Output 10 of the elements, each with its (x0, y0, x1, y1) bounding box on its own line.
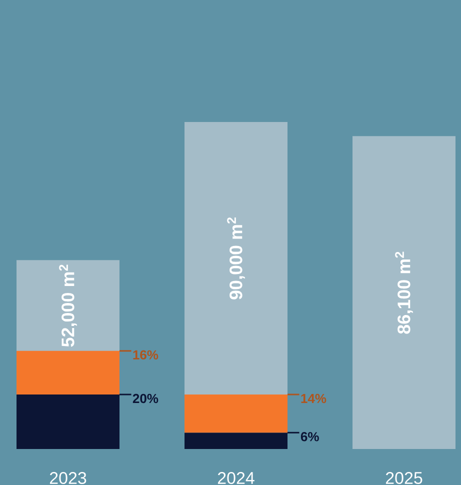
x-tick-label: 2024 (218, 472, 254, 484)
data-label: 90,000 m$^{2}$ (227, 217, 245, 300)
data-label: 52,000 m$^{2}$ (59, 264, 77, 347)
data-label: 14% (301, 394, 326, 404)
data-label: 6% (300, 432, 319, 442)
data-label: 86,100 m$^{2}$ (395, 252, 413, 334)
data-label: 20% (132, 394, 158, 404)
data-label: 16% (133, 350, 158, 360)
x-tick-label: 2023 (50, 472, 86, 484)
x-tick-label: 2025 (386, 472, 422, 484)
